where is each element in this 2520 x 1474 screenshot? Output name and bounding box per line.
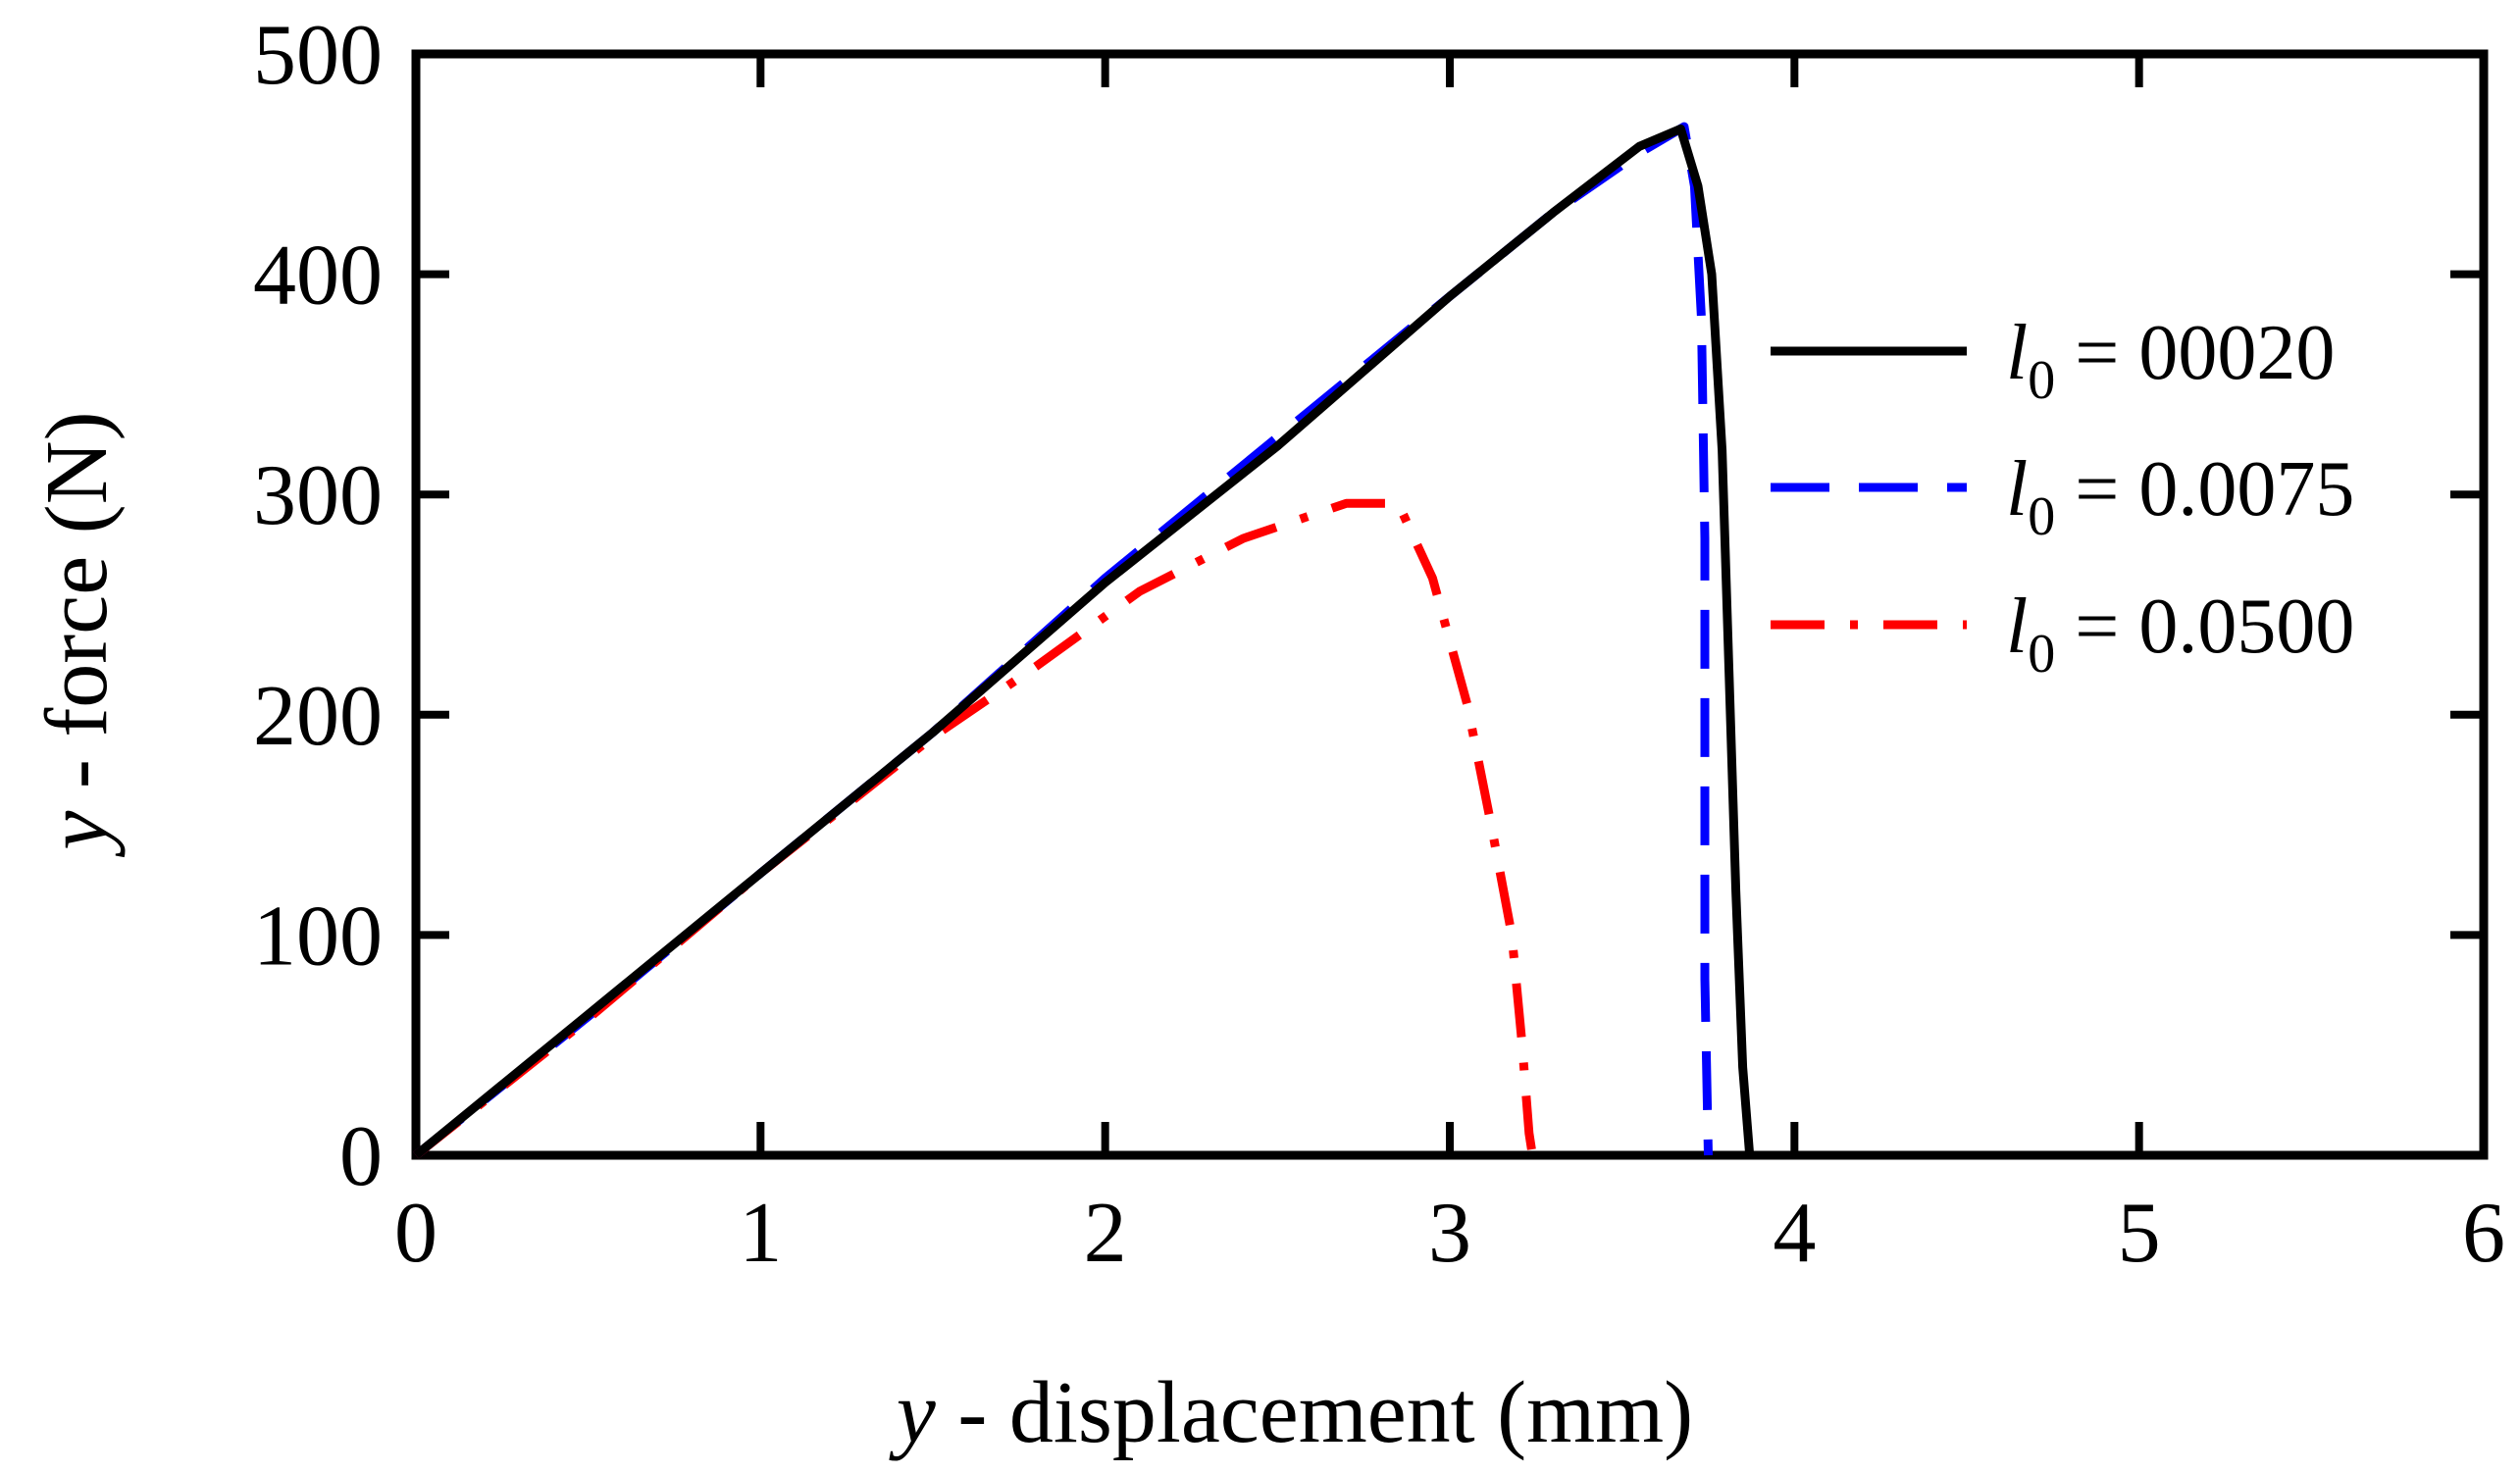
x-ticks: 0 1 2 3 4 5 6 <box>394 54 2505 1281</box>
x-tick-label: 3 <box>1428 1186 1471 1281</box>
y-tick-label: 500 <box>253 8 383 103</box>
y-tick-label: 0 <box>339 1109 383 1204</box>
series-layer <box>413 122 1755 1159</box>
y-tick-label: 300 <box>253 448 383 543</box>
y-axis-title-rest: - force (N) <box>28 411 126 810</box>
y-tick-label: 400 <box>253 229 383 324</box>
y-tick-label: 200 <box>253 669 383 764</box>
legend-label-1: l0 = 00020 <box>2006 310 2335 411</box>
x-tick-label: 1 <box>739 1186 782 1281</box>
x-axis-title: y - displacement (mm) <box>889 1364 1693 1461</box>
y-axis-title: y - force (N) <box>28 411 126 857</box>
x-tick-label: 6 <box>2462 1186 2505 1281</box>
x-tick-label: 4 <box>1773 1186 1816 1281</box>
y-axis-title-var: y <box>28 811 126 858</box>
x-tick-label: 5 <box>2118 1186 2161 1281</box>
series-line-1 <box>413 124 1755 1159</box>
x-axis-title-rest: - displacement (mm) <box>936 1364 1693 1461</box>
y-ticks: 0 100 200 300 400 500 <box>253 8 2484 1204</box>
legend-label-3: l0 = 0.0500 <box>2006 584 2354 685</box>
legend: l0 = 00020 l0 = 0.0075 l0 = 0.0500 <box>1771 310 2354 685</box>
x-tick-label: 2 <box>1084 1186 1127 1281</box>
x-tick-label: 0 <box>394 1186 437 1281</box>
series-line-3 <box>413 498 1537 1159</box>
y-tick-label: 100 <box>253 889 383 984</box>
legend-label-2: l0 = 0.0075 <box>2006 446 2354 547</box>
x-axis-title-var: y <box>889 1364 936 1461</box>
